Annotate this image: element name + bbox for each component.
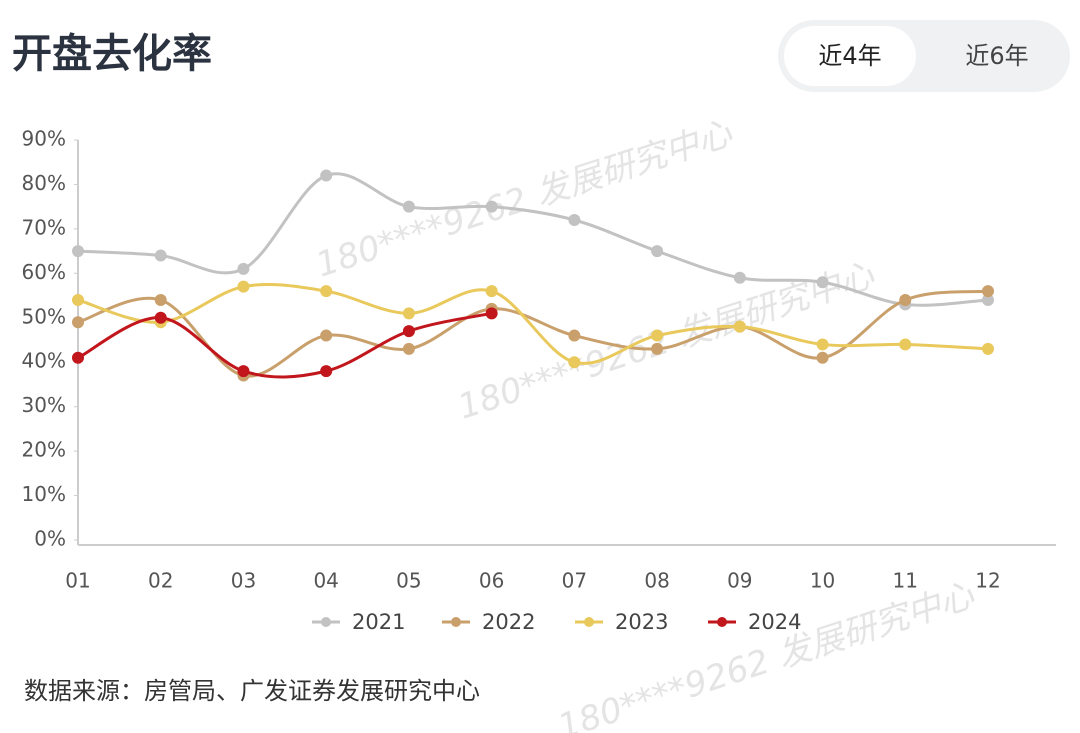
data-point (320, 285, 333, 298)
data-point (651, 245, 664, 258)
series-line (77, 283, 989, 365)
y-tick-label: 10% (22, 482, 66, 506)
data-point (982, 342, 994, 355)
watermark: 180****9262 发展研究中心 (311, 113, 737, 286)
legend-label: 2024 (748, 610, 801, 634)
x-tick-label: 04 (313, 569, 338, 593)
x-tick-label: 02 (148, 569, 173, 593)
x-tick-label: 08 (644, 569, 669, 593)
legend-dot (584, 617, 594, 627)
data-point (154, 294, 167, 306)
watermark: 180****9262 发展研究中心 (553, 575, 979, 733)
data-point (485, 200, 498, 213)
x-tick-label: 12 (975, 569, 1000, 593)
data-point (485, 307, 498, 320)
data-point (402, 307, 415, 320)
legend-dot (717, 617, 727, 627)
y-tick-label: 70% (22, 215, 66, 239)
data-point (651, 342, 664, 355)
data-point (320, 329, 333, 342)
tab[interactable]: 近6年 (965, 42, 1028, 70)
data-point (733, 320, 746, 333)
data-point (402, 325, 415, 338)
y-tick-label: 90% (22, 127, 66, 151)
data-point (72, 245, 84, 258)
data-point (899, 338, 912, 351)
data-point (72, 351, 84, 364)
data-point (237, 262, 250, 275)
source-note: 数据来源：房管局、广发证券发展研究中心 (24, 677, 480, 705)
x-tick-label: 06 (479, 569, 504, 593)
legend-dot (451, 617, 461, 627)
data-point (816, 276, 829, 289)
data-point (816, 338, 829, 351)
data-point (982, 285, 994, 298)
series-line (77, 311, 492, 379)
y-tick-label: 0% (34, 527, 66, 551)
data-point (402, 200, 415, 213)
chart-title: 开盘去化率 (12, 31, 212, 77)
y-tick-label: 20% (22, 438, 66, 462)
data-point (982, 294, 994, 306)
data-point (72, 316, 84, 329)
data-point (237, 365, 250, 378)
data-point (320, 169, 333, 182)
legend-label: 2022 (482, 610, 535, 634)
x-tick-label: 09 (727, 569, 752, 593)
y-tick-label: 30% (22, 393, 66, 417)
legend-label: 2021 (352, 610, 405, 634)
data-point (651, 329, 664, 342)
legend-label: 2023 (615, 610, 668, 634)
data-point (568, 214, 581, 226)
y-tick-label: 80% (22, 171, 66, 195)
data-point (320, 365, 333, 378)
data-point (72, 294, 84, 306)
data-point (154, 249, 167, 262)
data-point (237, 280, 250, 293)
x-tick-label: 07 (562, 569, 587, 593)
legend-dot (321, 617, 331, 627)
data-point (485, 285, 498, 298)
tab-active[interactable] (784, 26, 916, 86)
data-point (154, 311, 167, 324)
x-tick-label: 03 (231, 569, 256, 593)
y-tick-label: 50% (22, 304, 66, 328)
y-tick-label: 40% (22, 349, 66, 373)
x-tick-label: 10 (810, 569, 835, 593)
data-point (402, 342, 415, 355)
x-tick-label: 11 (893, 569, 918, 593)
tab[interactable]: 近4年 (818, 42, 881, 70)
data-point (568, 329, 581, 342)
x-tick-label: 05 (396, 569, 421, 593)
data-point (899, 294, 912, 306)
data-point (816, 351, 829, 364)
data-point (733, 271, 746, 284)
x-tick-label: 01 (65, 569, 90, 593)
data-point (568, 356, 581, 369)
y-tick-label: 60% (22, 260, 66, 284)
